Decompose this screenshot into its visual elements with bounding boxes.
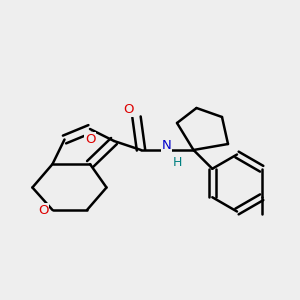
- Text: O: O: [85, 133, 95, 146]
- Text: N: N: [162, 139, 171, 152]
- Text: H: H: [172, 155, 182, 169]
- Text: O: O: [124, 103, 134, 116]
- Text: O: O: [38, 203, 49, 217]
